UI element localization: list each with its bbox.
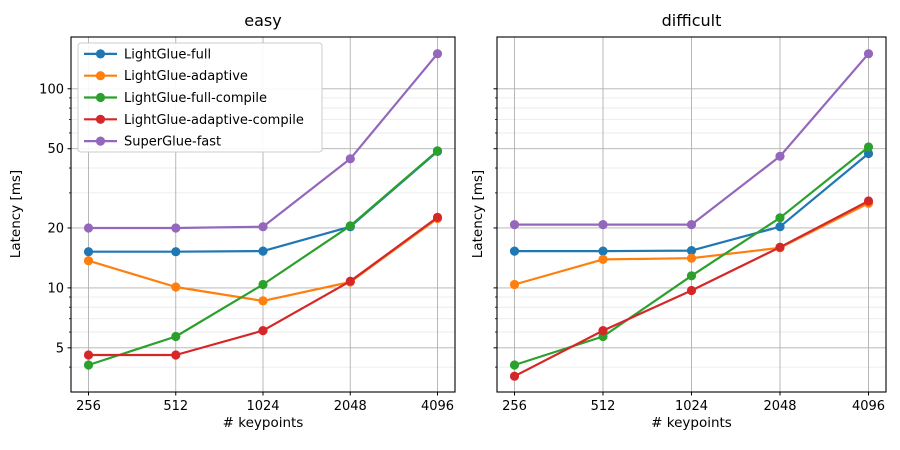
marker-LightGlue-adaptive	[598, 254, 608, 264]
x-tick-label: 2048	[334, 399, 367, 414]
marker-SuperGlue-fast	[509, 220, 520, 230]
y-tick-label: 10	[47, 281, 64, 296]
marker-LightGlue-full	[775, 222, 785, 232]
y-tick-label: 50	[47, 142, 64, 157]
marker-LightGlue-adaptive	[171, 282, 181, 292]
marker-SuperGlue-fast	[598, 220, 608, 230]
x-tick-label: 1024	[246, 399, 279, 414]
marker-LightGlue-adaptive-compile	[432, 212, 443, 222]
x-tick-label: 512	[163, 399, 188, 414]
marker-LightGlue-adaptive-compile	[171, 350, 181, 360]
legend-box	[77, 42, 323, 153]
marker-LightGlue-full	[598, 246, 608, 256]
x-tick-label: 256	[502, 399, 527, 414]
legend-marker	[95, 92, 106, 103]
marker-LightGlue-full-compile	[345, 221, 355, 231]
marker-SuperGlue-fast	[83, 223, 94, 233]
y-tick-label: 100	[39, 82, 64, 97]
marker-SuperGlue-fast	[863, 49, 874, 59]
x-tick-label: 4096	[852, 399, 885, 414]
marker-LightGlue-adaptive-compile	[775, 242, 785, 252]
legend: LightGlue-full LightGlue-adaptive LightGlu…	[77, 42, 323, 153]
marker-LightGlue-full	[258, 246, 268, 256]
marker-SuperGlue-fast	[775, 151, 785, 161]
legend-entry-LightGlue-full: LightGlue-full	[84, 47, 211, 62]
legend-entry-SuperGlue-fast: SuperGlue-fast	[84, 135, 221, 150]
marker-LightGlue-full-compile	[432, 146, 443, 156]
marker-LightGlue-adaptive	[686, 253, 697, 263]
marker-LightGlue-adaptive	[258, 296, 268, 306]
y-axis	[493, 88, 497, 368]
panel-difficult: 256 512 1024 2048 4096	[493, 36, 887, 414]
marker-LightGlue-adaptive	[83, 256, 94, 266]
x-tick-label: 256	[76, 399, 101, 414]
y-tick-label: 20	[47, 221, 64, 236]
marker-LightGlue-adaptive-compile	[598, 326, 608, 336]
x-tick-label: 2048	[763, 399, 796, 414]
x-tick-label: 1024	[675, 399, 708, 414]
marker-LightGlue-full-compile	[171, 331, 181, 342]
marker-LightGlue-full	[83, 247, 94, 257]
y-tick-label: 5	[56, 341, 64, 356]
marker-LightGlue-full	[863, 148, 874, 159]
marker-LightGlue-full-compile	[258, 279, 268, 290]
legend-label: LightGlue-adaptive	[124, 69, 248, 84]
marker-LightGlue-full-compile	[863, 142, 874, 152]
marker-LightGlue-adaptive-compile	[345, 276, 355, 286]
legend-entry-LightGlue-full-compile: LightGlue-full-compile	[84, 91, 267, 106]
marker-LightGlue-adaptive-compile	[863, 196, 874, 206]
legend-entry-LightGlue-adaptive: LightGlue-adaptive	[84, 69, 248, 84]
legend-marker	[95, 136, 106, 146]
xlabel-difficult: # keypoints	[651, 415, 732, 431]
panel-title-difficult: difficult	[661, 11, 722, 30]
ylabel-easy: Latency [ms]	[8, 169, 24, 259]
y-axis: 5 10 20 50 100	[39, 82, 71, 368]
panel-title-easy: easy	[244, 11, 282, 30]
legend-entry-LightGlue-adaptive-compile: LightGlue-adaptive-compile	[84, 113, 304, 128]
legend-label: SuperGlue-fast	[124, 135, 221, 150]
xlabel-easy: # keypoints	[222, 415, 304, 431]
marker-LightGlue-full-compile	[686, 271, 697, 281]
ylabel-difficult: Latency [ms]	[470, 169, 486, 259]
legend-marker	[95, 71, 106, 81]
marker-LightGlue-full-compile	[509, 360, 520, 370]
marker-SuperGlue-fast	[171, 223, 181, 233]
marker-LightGlue-adaptive-compile	[258, 326, 268, 336]
marker-SuperGlue-fast	[686, 220, 697, 230]
marker-SuperGlue-fast	[345, 154, 355, 164]
legend-label: LightGlue-adaptive-compile	[124, 113, 304, 128]
legend-marker	[95, 49, 106, 59]
marker-LightGlue-full	[171, 247, 181, 257]
marker-LightGlue-full	[509, 246, 520, 256]
panel-easy: 256 512 1024 2048 4096 5 10 20 50 100 LightGlue-fu…	[39, 36, 456, 414]
marker-LightGlue-full-compile	[83, 360, 94, 370]
x-axis: 256 512 1024 2048 4096	[76, 392, 454, 414]
marker-LightGlue-adaptive-compile	[509, 371, 520, 381]
legend-label: LightGlue-full	[124, 47, 211, 62]
marker-LightGlue-full	[686, 246, 697, 256]
marker-LightGlue-adaptive-compile	[686, 285, 697, 296]
marker-LightGlue-full-compile	[775, 213, 785, 223]
marker-LightGlue-adaptive	[509, 279, 520, 290]
legend-marker	[95, 114, 106, 124]
marker-LightGlue-adaptive-compile	[83, 350, 94, 360]
marker-SuperGlue-fast	[432, 49, 443, 59]
x-tick-label: 4096	[421, 399, 454, 414]
x-tick-label: 512	[591, 399, 616, 414]
marker-SuperGlue-fast	[258, 222, 268, 232]
legend-label: LightGlue-full-compile	[124, 91, 267, 106]
grid-major	[497, 37, 886, 392]
x-axis: 256 512 1024 2048 4096	[502, 392, 885, 414]
